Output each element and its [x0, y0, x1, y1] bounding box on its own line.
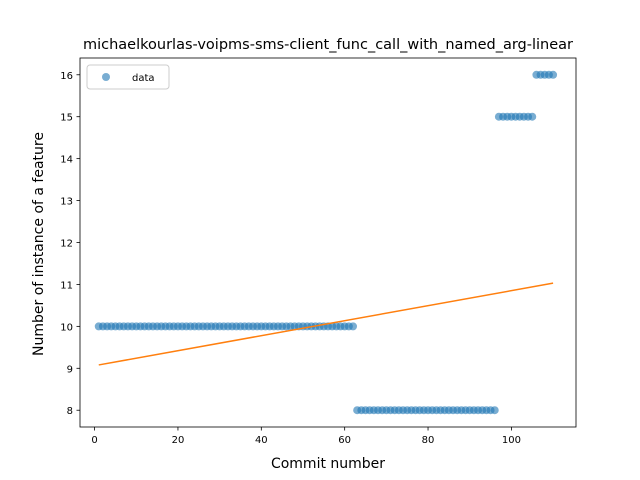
chart-title: michaelkourlas-voipms-sms-client_func_ca…	[83, 37, 573, 53]
x-tick-label: 20	[172, 435, 185, 446]
y-tick-label: 13	[60, 197, 73, 208]
legend-label: data	[132, 73, 155, 84]
y-tick-label: 12	[60, 239, 73, 250]
x-tick-label: 80	[422, 435, 435, 446]
x-tick-label: 100	[502, 435, 521, 446]
y-tick-label: 9	[67, 364, 73, 375]
y-tick-label: 16	[60, 71, 73, 82]
y-tick-label: 8	[67, 406, 73, 417]
legend-marker	[102, 73, 110, 81]
x-tick-label: 0	[91, 435, 97, 446]
data-point	[490, 406, 499, 415]
data-point	[549, 70, 558, 79]
y-tick-label: 11	[60, 280, 73, 291]
fit-line	[98, 282, 554, 366]
y-axis-title: Number of instance of a feature	[31, 132, 47, 356]
y-tick-label: 10	[60, 322, 73, 333]
x-tick-label: 40	[255, 435, 268, 446]
x-tick-label: 60	[338, 435, 351, 446]
plot-area: 0 20 40 60 80 100 8 9 10 11 12 13 14 15 16	[60, 57, 577, 446]
y-tick-label: 15	[60, 113, 73, 124]
y-tick-label: 14	[60, 155, 73, 166]
data-point	[349, 322, 358, 331]
x-axis-title: Commit number	[271, 456, 385, 472]
legend-box	[86, 64, 170, 90]
legend: data	[86, 64, 170, 90]
data-point	[528, 112, 537, 121]
